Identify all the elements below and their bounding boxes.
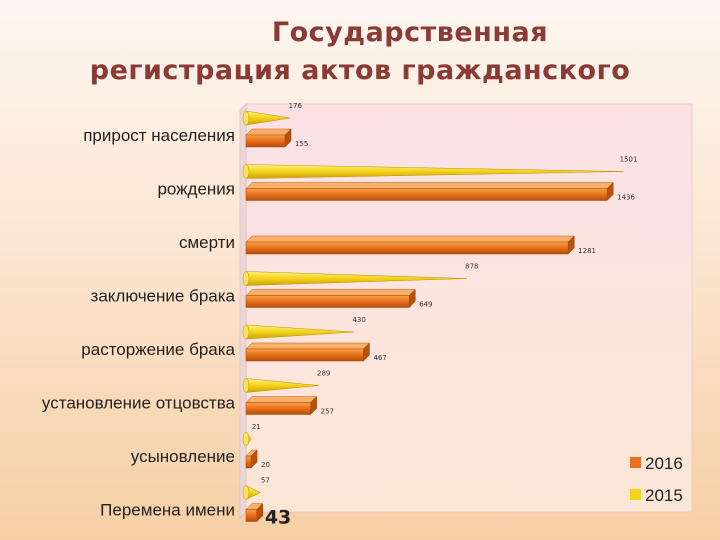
category-label: прирост населения [83,126,235,145]
bar-2015-base [242,378,250,393]
value-label-2015: 176 [289,102,303,110]
value-label-2015: 430 [352,316,365,324]
value-label-2016: 467 [373,354,386,362]
bar-2016 [245,295,410,308]
bar-2015-base [242,164,250,179]
value-label-2016: 257 [321,408,334,416]
bar-2016 [245,348,364,362]
bar-2015-base [242,110,250,126]
value-label-2016: 155 [295,140,308,148]
legend-label: 2015 [645,486,683,505]
bar-2016-top [245,289,416,296]
category-label: Перемена имени [100,501,235,520]
plot-background [245,103,693,513]
legend-swatch [630,489,641,500]
bar-2016-top [245,128,292,136]
legend-label: 2016 [645,454,683,473]
value-label-2015: 57 [261,477,270,485]
legend-swatch [630,457,641,468]
value-label-2016: 1281 [578,247,596,255]
category-label: рождения [157,180,235,199]
value-label-2015: 21 [252,423,261,431]
bar-2016-top [245,182,614,189]
legend: 2016 2015 [630,454,683,505]
chart-title: Государственная регистрация актов гражда… [0,14,720,90]
category-label: усыновление [131,447,235,466]
bar-2015-base [242,431,250,447]
value-label-2016: 1436 [617,194,635,202]
bar-2016 [245,134,286,148]
bar-2016 [245,402,311,415]
category-label: установление отцовства [42,394,236,413]
value-labels: 176 155 1501 1436 1281 878 649 430 467 289 257 21 20… [252,102,638,529]
category-label: смерти [179,233,235,252]
value-label-2015: 1501 [620,156,638,164]
value-label-2015: 878 [465,263,478,271]
bar-2016-top [245,342,371,350]
bar-2016 [245,241,569,255]
bar-2016-top [245,235,575,243]
category-labels: прирост населения рождения смерти заключени… [42,126,236,520]
bar-2015-base [242,271,250,286]
value-label-2015: 289 [317,370,330,378]
bar-2016 [245,455,252,469]
bars [242,110,624,523]
bar-2016 [245,509,258,522]
value-label-2016: 649 [419,301,432,309]
bar-2016-top [245,396,318,403]
value-label-2016: 43 [265,507,291,529]
value-label-2016: 20 [261,461,270,469]
bar-2015-base [242,324,250,340]
bar-2016 [245,188,608,201]
chart-title-line-2: регистрация актов гражданского [89,55,631,86]
bar-2015-base [242,485,250,500]
chart-title-line-1: Государственная [271,17,549,48]
category-label: расторжение брака [81,340,235,359]
category-label: заключение брака [91,287,236,306]
